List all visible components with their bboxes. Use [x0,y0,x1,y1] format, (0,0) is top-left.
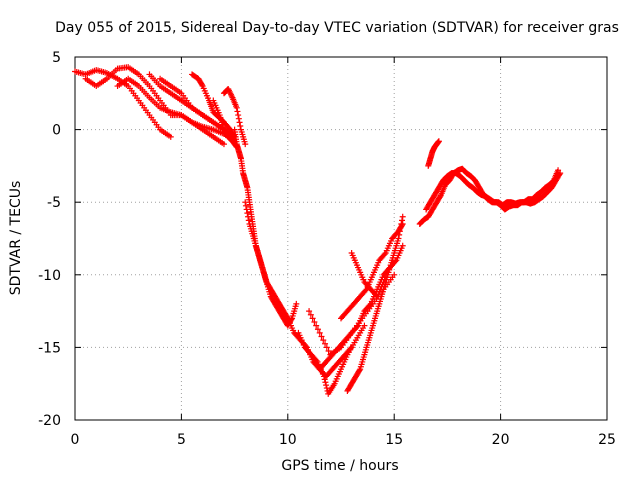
data-marks [72,64,564,397]
y-tick-label: -15 [38,340,61,356]
data-point [320,337,327,344]
data-point [237,122,244,129]
y-tick-label: 0 [52,123,61,139]
y-tick-label: 5 [52,50,61,66]
data-point [167,133,174,140]
data-point [316,329,323,336]
data-point [381,251,388,258]
data-point [325,348,332,355]
series-track-10 [242,199,291,322]
data-point [399,213,406,220]
data-point [235,112,242,119]
x-axis-title: GPS time / hours [281,458,398,474]
data-point [322,340,329,347]
series-track-18 [423,167,562,213]
data-point [318,333,325,340]
x-tick-label: 10 [279,432,297,448]
data-point [242,202,249,209]
data-point [323,382,330,389]
x-tick-label: 0 [71,432,80,448]
data-point [293,300,300,307]
data-point [313,322,320,329]
series-track-20 [306,271,398,358]
data-point [399,217,406,224]
data-point [234,108,241,115]
data-point [322,379,329,386]
data-point [243,206,250,213]
data-point [555,167,562,174]
y-tick-label: -5 [47,195,61,211]
data-point [311,318,318,325]
data-point [323,385,330,392]
chart-title: Day 055 of 2015, Sidereal Day-to-day VTE… [55,20,619,36]
series-track-8 [220,85,249,148]
series-track-19 [425,138,442,169]
series-track-13 [316,264,393,373]
x-tick-label: 20 [492,432,510,448]
axis-ticks: 0 5 10 15 20 25 -20 -15 -10 -5 0 5 [38,50,616,448]
data-point [398,220,405,227]
y-axis-title: SDTVAR / TECUs [8,181,24,296]
series-track-3 [114,75,227,148]
series-track-12 [295,322,368,397]
data-point [236,119,243,126]
data-point [356,367,363,374]
data-point [397,224,404,231]
grid [75,57,607,420]
data-point [307,311,314,318]
plot-frame [74,56,608,421]
data-point [220,141,227,148]
data-point [435,138,442,145]
data-point [392,258,399,265]
data-point [314,326,321,333]
data-point [306,308,313,315]
series-track-5 [157,75,238,140]
data-point [396,231,403,238]
data-point [284,314,291,321]
data-point [242,199,249,206]
data-point [395,235,402,242]
data-point [313,357,320,364]
series-track-7 [210,97,240,151]
data-point [309,315,316,322]
data-point [396,228,403,235]
data-point [399,242,406,249]
y-tick-label: -20 [38,413,61,429]
data-point [233,104,240,111]
data-point [244,210,251,217]
data-point [320,373,327,380]
data-point [198,81,205,88]
x-tick-label: 15 [385,432,403,448]
series-track-9 [231,126,300,329]
y-tick-label: -10 [38,268,61,284]
data-point [362,287,369,294]
data-point [245,217,252,224]
data-point [242,141,249,148]
data-point [361,322,368,329]
data-point [245,213,252,220]
x-tick-label: 5 [177,432,186,448]
data-point [235,115,242,122]
data-point [323,344,330,351]
data-point [391,271,398,278]
data-point [321,376,328,383]
x-tick-label: 25 [598,432,616,448]
series-track-1 [72,67,174,140]
